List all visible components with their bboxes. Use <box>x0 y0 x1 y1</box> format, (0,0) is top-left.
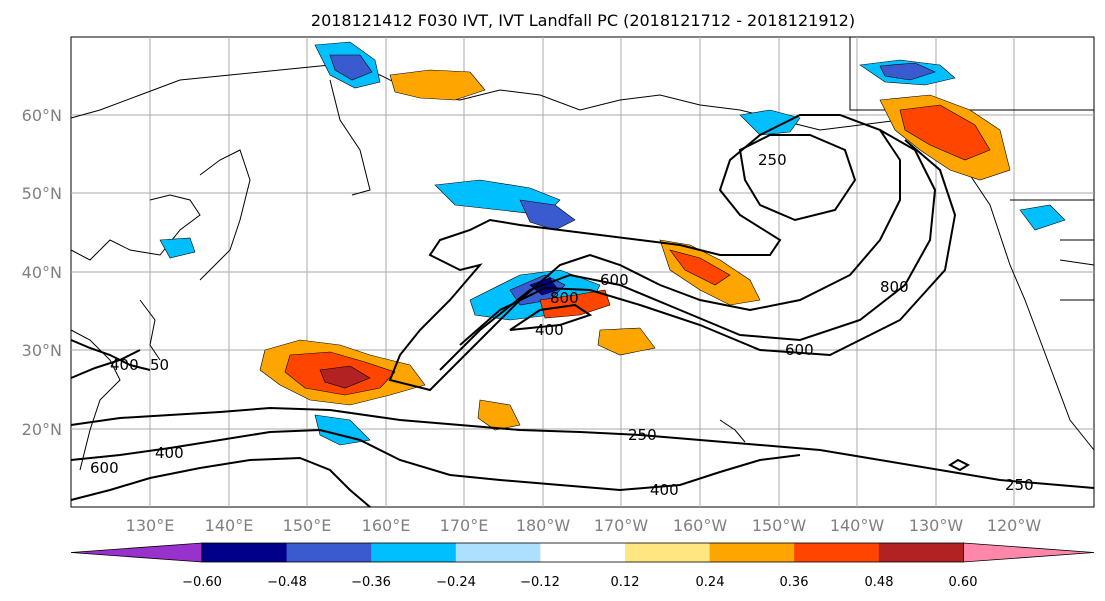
colorbar-segment <box>794 543 880 562</box>
colorbar-tick-label: 0.36 <box>780 575 809 590</box>
colorbar-segment <box>540 543 626 562</box>
colorbar-tick-label: 0.12 <box>611 575 640 590</box>
lon-label-170e: 170°E <box>440 516 489 535</box>
map-title: 2018121412 F030 IVT, IVT Landfall PC (20… <box>311 11 855 30</box>
lat-label-50n: 50°N <box>22 184 62 203</box>
colorbar-tick-label: −0.60 <box>182 575 222 590</box>
lon-label-170w: 170°W <box>594 516 649 535</box>
lat-label-30n: 30°N <box>22 341 62 360</box>
lon-label-150w: 150°W <box>752 516 807 535</box>
colorbar-tick-label: −0.24 <box>436 575 476 590</box>
contour-label-250-east: 250 <box>1005 476 1034 494</box>
lon-label-160w: 160°W <box>673 516 728 535</box>
contour-label-600-southwest: 600 <box>90 459 119 477</box>
colorbar-segment <box>455 543 541 562</box>
lon-label-150e: 150°E <box>283 516 332 535</box>
colorbar-segment <box>286 543 372 562</box>
map-panel: 250 250 250 400 400 400 400 600 600 600 … <box>70 36 1095 508</box>
lon-label-180w: 180°W <box>516 516 571 535</box>
contour-label-50-west: 50 <box>150 356 169 374</box>
ivt-contours <box>70 114 1095 508</box>
contour-label-600-east: 600 <box>785 341 814 359</box>
contour-label-800-east: 800 <box>880 278 909 296</box>
colorbar-segment <box>709 543 795 562</box>
ivt-contour-labels: 250 250 250 400 400 400 400 600 600 600 … <box>90 151 1034 499</box>
lon-label-130w: 130°W <box>909 516 964 535</box>
lon-label-130e: 130°E <box>126 516 175 535</box>
colorbar-tick-label: −0.12 <box>520 575 560 590</box>
colorbar-tick-label: −0.36 <box>351 575 391 590</box>
latitude-labels: 60°N 50°N 40°N 30°N 20°N <box>22 106 62 439</box>
lon-label-120w: 120°W <box>987 516 1042 535</box>
colorbar-arrow-high <box>963 542 1095 563</box>
colorbar-segment <box>625 543 711 562</box>
contour-label-400-central: 400 <box>535 321 564 339</box>
colorbar-tick-label: 0.24 <box>696 575 725 590</box>
lat-label-60n: 60°N <box>22 106 62 125</box>
contour-label-400-south: 400 <box>155 444 184 462</box>
contour-label-250-north: 250 <box>758 151 787 169</box>
lat-label-20n: 20°N <box>22 420 62 439</box>
colorbar-tick-label: 0.60 <box>949 575 978 590</box>
lon-label-140w: 140°W <box>830 516 885 535</box>
colorbar-tick-label: −0.48 <box>267 575 307 590</box>
contour-label-400-southeast: 400 <box>650 481 679 499</box>
colorbar-segments <box>70 542 1095 563</box>
colorbar-tick-labels: −0.60 −0.48 −0.36 −0.24 −0.12 0.12 0.24 … <box>182 575 977 590</box>
colorbar: −0.60 −0.48 −0.36 −0.24 −0.12 0.12 0.24 … <box>70 542 1095 590</box>
contour-label-250-central: 250 <box>628 426 657 444</box>
colorbar-segment <box>878 543 964 562</box>
colorbar-segment <box>202 543 288 562</box>
colorbar-outline <box>201 542 964 563</box>
lon-label-160e: 160°E <box>362 516 411 535</box>
contour-label-400-west: 400 <box>110 356 139 374</box>
colorbar-segment <box>371 543 457 562</box>
longitude-labels: 130°E 140°E 150°E 160°E 170°E 180°W 170°… <box>126 516 1042 535</box>
lat-label-40n: 40°N <box>22 263 62 282</box>
colorbar-tick-label: 0.48 <box>865 575 894 590</box>
contour-label-600-central: 600 <box>600 271 629 289</box>
lon-label-140e: 140°E <box>205 516 254 535</box>
contour-label-800-central: 800 <box>550 289 579 307</box>
colorbar-arrow-low <box>70 542 203 563</box>
